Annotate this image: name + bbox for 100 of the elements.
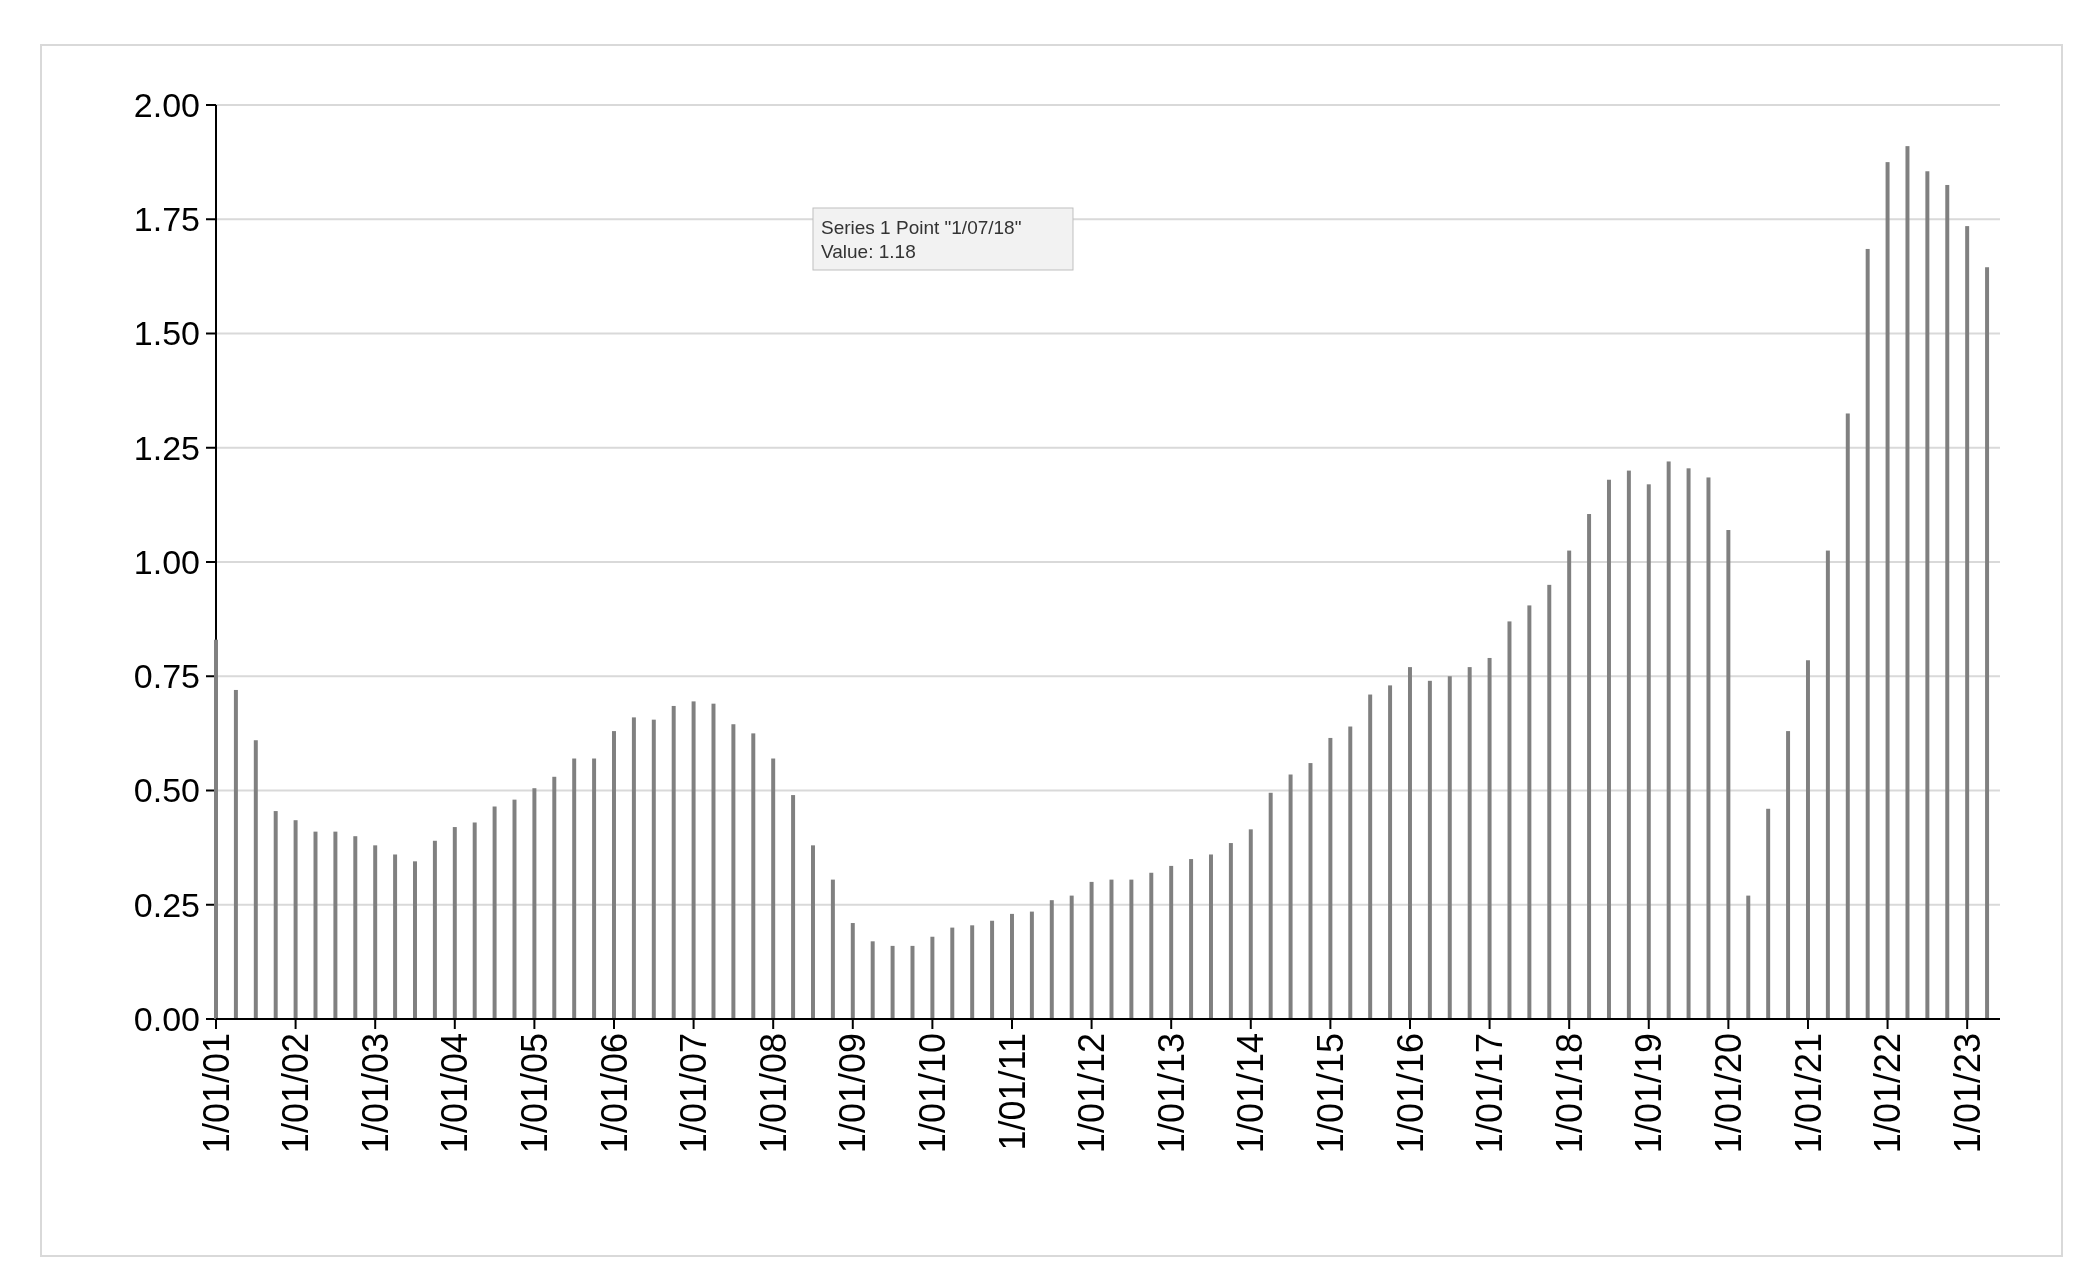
bar <box>1825 550 1830 1019</box>
x-tick-label: 1/01/09 <box>832 1033 874 1154</box>
x-tick-label: 1/01/10 <box>911 1033 953 1154</box>
bar <box>393 854 398 1019</box>
bar <box>1089 881 1094 1019</box>
bar <box>532 788 537 1019</box>
bar <box>612 731 616 1019</box>
bar <box>253 740 258 1019</box>
bar <box>1447 676 1452 1019</box>
bar <box>1547 584 1552 1019</box>
x-tick-label: 1/01/02 <box>275 1033 317 1154</box>
bar <box>1606 479 1611 1019</box>
y-tick-label: 0.50 <box>133 771 200 810</box>
bar <box>1049 900 1054 1019</box>
bar <box>1746 895 1751 1019</box>
y-tick-label: 1.75 <box>133 200 200 239</box>
bar <box>1009 913 1014 1019</box>
bar <box>1149 872 1154 1019</box>
bar <box>214 639 218 1019</box>
bar <box>1069 895 1074 1019</box>
bar <box>472 822 477 1019</box>
bar <box>1706 477 1711 1019</box>
bar <box>791 795 796 1019</box>
bar <box>1646 484 1651 1019</box>
bar <box>1567 550 1572 1019</box>
bar <box>552 776 557 1019</box>
y-tick-label: 1.50 <box>133 314 200 353</box>
bar <box>293 820 298 1019</box>
y-tick-label: 0.75 <box>133 657 200 696</box>
bar <box>930 936 935 1019</box>
bar <box>1805 660 1810 1019</box>
y-tick-label: 1.00 <box>133 542 200 581</box>
bar <box>1189 859 1194 1019</box>
x-tick-label: 1/01/05 <box>513 1033 555 1154</box>
x-tick-label: 1/01/13 <box>1150 1033 1192 1154</box>
bar <box>1348 726 1353 1019</box>
bar <box>233 689 238 1019</box>
bar <box>850 923 855 1019</box>
bar <box>1487 657 1492 1019</box>
annotation: Series 1 Point "1/07/18" Value: 1.18 <box>820 217 1022 262</box>
bar <box>1248 829 1253 1019</box>
bar <box>870 941 875 1019</box>
bar <box>1308 763 1313 1019</box>
bar <box>1129 879 1134 1019</box>
bar <box>950 927 955 1019</box>
bar <box>1507 621 1512 1019</box>
bar <box>1527 605 1532 1019</box>
bar <box>1169 865 1174 1019</box>
x-tick-label: 1/01/18 <box>1548 1033 1590 1154</box>
bar <box>731 724 736 1019</box>
x-tick-label: 1/01/07 <box>673 1033 715 1154</box>
bar <box>990 920 995 1019</box>
bar <box>1368 694 1373 1019</box>
bar <box>592 758 597 1019</box>
x-tick-label: 1/01/17 <box>1469 1033 1511 1154</box>
x-tick-label: 1/01/15 <box>1309 1033 1351 1154</box>
bar <box>432 840 437 1019</box>
bar <box>1666 461 1671 1019</box>
bar <box>1686 468 1691 1019</box>
bar <box>1427 680 1432 1019</box>
bar <box>1587 514 1592 1019</box>
y-tick-label: 0.25 <box>133 885 200 924</box>
x-tick-label: 1/01/22 <box>1867 1033 1909 1154</box>
x-tick-label: 1/01/03 <box>354 1033 396 1154</box>
bar <box>572 758 577 1019</box>
bar <box>1467 667 1472 1019</box>
y-tick-label: 1.25 <box>133 428 200 467</box>
bar <box>890 945 895 1019</box>
x-tick-label: 1/01/04 <box>434 1033 476 1154</box>
bar <box>651 719 656 1019</box>
x-tick-label: 1/01/12 <box>1071 1033 1113 1154</box>
bar <box>1109 879 1114 1019</box>
bar <box>1288 774 1293 1019</box>
bar <box>1208 854 1213 1019</box>
bar <box>691 701 696 1019</box>
bar <box>830 879 835 1019</box>
y-tick-label: 2.00 <box>133 85 200 124</box>
bar <box>631 717 636 1019</box>
bar <box>1925 171 1930 1019</box>
bar <box>1885 162 1890 1019</box>
x-tick-label: 1/01/14 <box>1230 1033 1272 1154</box>
bar <box>333 831 338 1019</box>
bar <box>413 861 417 1019</box>
bar <box>1945 184 1950 1019</box>
bar <box>1845 413 1850 1019</box>
bar <box>492 806 497 1019</box>
x-tick-label: 1/01/23 <box>1946 1033 1988 1154</box>
bar <box>1965 226 1970 1019</box>
bar <box>1726 530 1731 1019</box>
bar <box>1388 685 1393 1019</box>
bar <box>1865 248 1870 1019</box>
x-tick-label: 1/01/11 <box>991 1033 1033 1151</box>
bar <box>1985 267 1990 1019</box>
bar <box>452 827 457 1019</box>
bar <box>1228 843 1233 1019</box>
bar <box>811 845 815 1019</box>
bar <box>373 845 378 1019</box>
bar <box>1786 731 1791 1019</box>
bar <box>1328 737 1333 1019</box>
x-tick-label: 1/01/19 <box>1628 1033 1670 1154</box>
